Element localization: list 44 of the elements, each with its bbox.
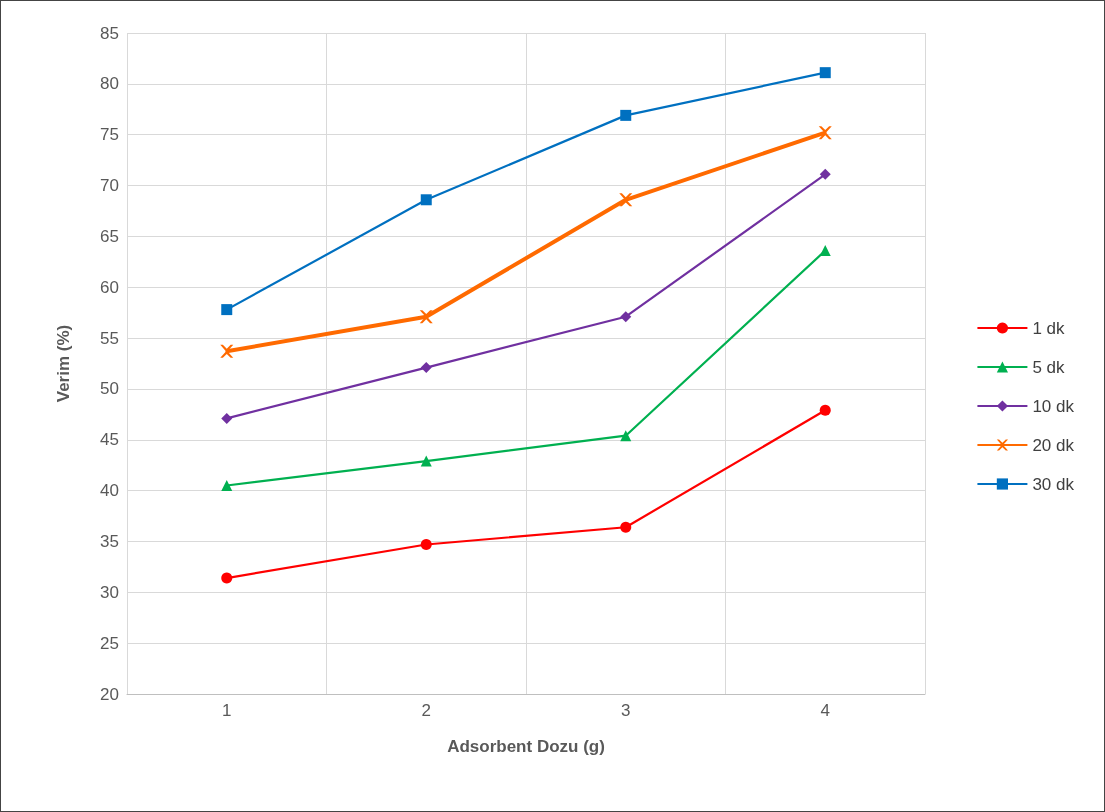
y-tick-label: 45 bbox=[100, 430, 119, 450]
point bbox=[221, 304, 233, 316]
x-tick-label: 3 bbox=[621, 701, 631, 720]
point bbox=[619, 193, 633, 207]
point bbox=[221, 480, 233, 492]
point bbox=[620, 430, 632, 442]
y-tick-label: 70 bbox=[100, 176, 119, 196]
y-tick-label: 80 bbox=[100, 74, 119, 94]
point bbox=[420, 362, 432, 374]
x-tick-label: 1 bbox=[222, 701, 232, 720]
y-tick-label: 30 bbox=[100, 582, 119, 602]
y-tick-label: 85 bbox=[100, 23, 119, 43]
y-tick-label: 25 bbox=[100, 633, 119, 653]
point bbox=[620, 521, 632, 533]
legend-label: 20 dk bbox=[1032, 435, 1075, 455]
point bbox=[221, 572, 233, 584]
point bbox=[819, 67, 831, 79]
y-tick-label: 65 bbox=[100, 226, 119, 246]
y-tick-label: 35 bbox=[100, 531, 119, 551]
legend-label: 10 dk bbox=[1032, 396, 1075, 416]
point bbox=[420, 455, 432, 467]
point bbox=[819, 168, 831, 180]
point bbox=[420, 194, 432, 206]
point bbox=[221, 412, 233, 424]
legend-label: 30 dk bbox=[1032, 474, 1075, 494]
y-tick-label: 20 bbox=[100, 684, 119, 704]
legend-label: 1 dk bbox=[1032, 318, 1066, 338]
point bbox=[819, 404, 831, 416]
y-tick-label: 75 bbox=[100, 125, 119, 145]
x-tick-label: 2 bbox=[421, 701, 431, 720]
x-tick-label: 4 bbox=[820, 701, 830, 720]
legend-label: 5 dk bbox=[1032, 357, 1066, 377]
point bbox=[818, 126, 832, 140]
point bbox=[220, 344, 234, 358]
y-tick-label: 40 bbox=[100, 481, 119, 501]
point bbox=[620, 109, 632, 121]
x-axis-title: Adsorbent Dozu (g) bbox=[447, 737, 605, 756]
point bbox=[420, 539, 432, 551]
y-axis-title: Verim (%) bbox=[54, 324, 73, 403]
y-tick-label: 60 bbox=[100, 277, 119, 297]
y-tick-label: 50 bbox=[100, 379, 119, 399]
y-tick-label: 55 bbox=[100, 328, 119, 348]
point bbox=[620, 311, 632, 323]
point bbox=[419, 310, 433, 324]
